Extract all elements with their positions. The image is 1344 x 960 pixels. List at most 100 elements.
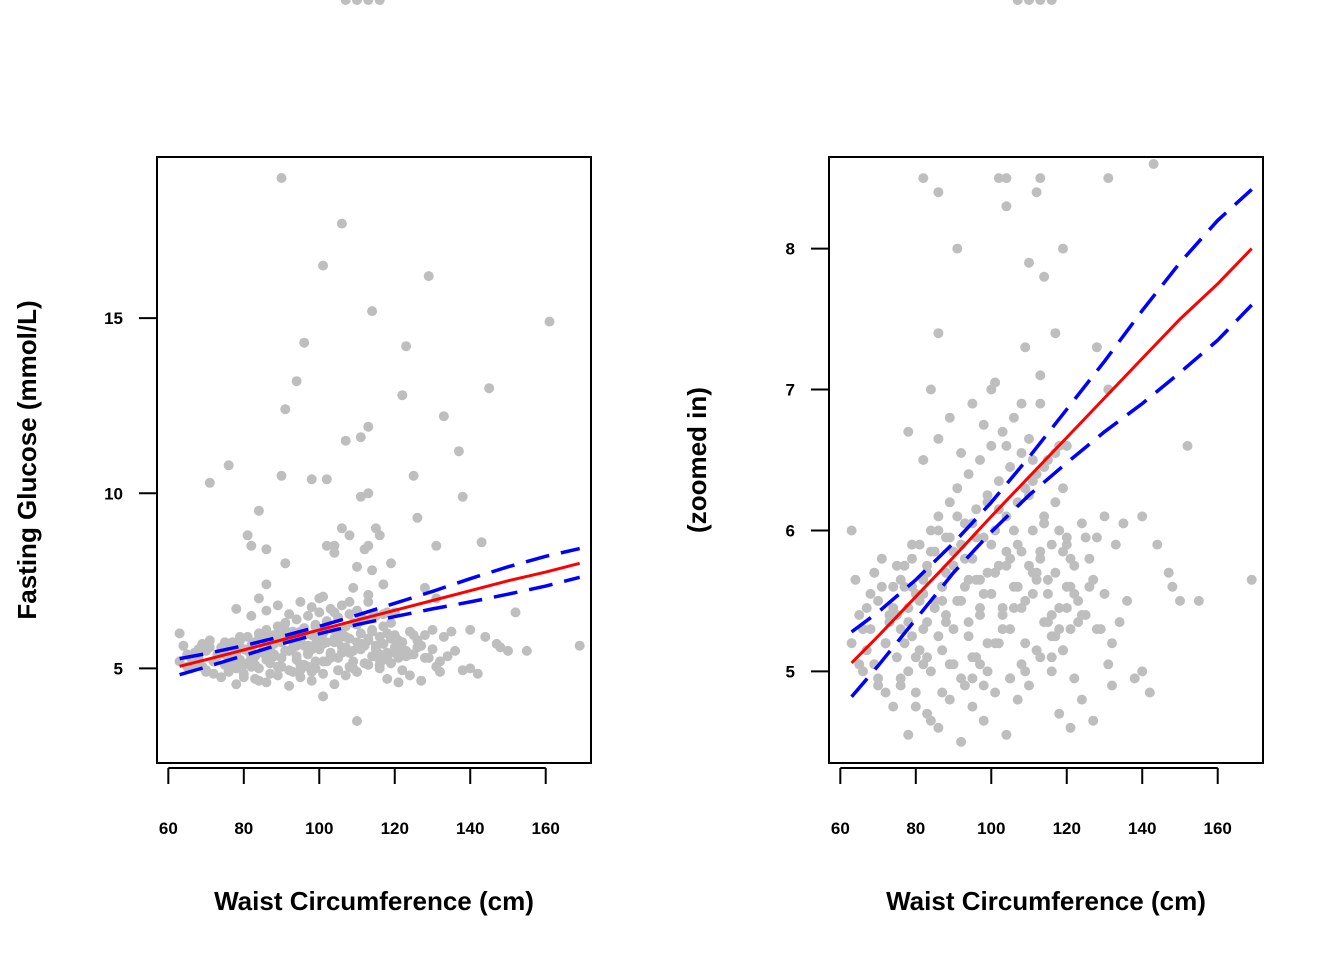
data-point (1001, 201, 1012, 212)
data-point (453, 446, 464, 457)
data-point (880, 638, 891, 649)
data-point (401, 651, 412, 662)
data-point (250, 673, 261, 684)
data-point (975, 574, 985, 585)
data-point (174, 628, 185, 639)
data-point (982, 666, 993, 677)
data-point (280, 624, 291, 635)
data-point (956, 448, 967, 458)
data-point (363, 0, 374, 5)
data-point (1054, 708, 1065, 719)
y-tick-label: 15 (104, 309, 123, 328)
data-point (963, 631, 974, 642)
data-point (280, 617, 291, 628)
data-point (918, 455, 929, 465)
data-point (956, 736, 967, 747)
data-point (370, 644, 381, 655)
data-point (291, 614, 302, 625)
data-point (314, 607, 325, 618)
data-point (344, 661, 355, 672)
data-point (1167, 581, 1178, 592)
data-point (952, 595, 963, 606)
data-point (367, 306, 378, 317)
left-panel: 60 80 100 120 140 160 5 10 15 Waist Circumferen… (12, 0, 592, 916)
data-point (1103, 659, 1114, 670)
right-y-axis: 5 6 7 8 (786, 240, 830, 681)
data-point (1001, 173, 1012, 184)
data-point (1024, 433, 1034, 444)
data-point (925, 666, 936, 677)
data-point (907, 553, 917, 564)
data-point (408, 649, 419, 660)
data-point (918, 624, 929, 635)
data-point (1054, 525, 1065, 536)
y-tick-label: 10 (104, 484, 123, 503)
data-point (944, 532, 955, 543)
data-point (340, 435, 351, 446)
data-point (303, 610, 313, 621)
data-point (299, 337, 310, 348)
data-point (971, 504, 982, 515)
data-point (265, 668, 276, 679)
data-point (1080, 532, 1091, 543)
data-point (865, 624, 876, 635)
data-point (344, 596, 355, 607)
data-point (253, 663, 264, 674)
data-point (1050, 631, 1061, 642)
data-point (861, 645, 872, 656)
data-point (1046, 539, 1057, 550)
x-tick-label: 140 (456, 819, 484, 838)
data-point (963, 617, 974, 628)
data-point (1035, 546, 1046, 557)
data-point (246, 540, 257, 551)
data-point (944, 694, 955, 705)
data-point (284, 609, 295, 620)
data-point (1061, 603, 1072, 613)
data-point (1088, 715, 1099, 726)
data-point (1046, 652, 1057, 663)
data-point (291, 640, 302, 651)
data-point (280, 558, 291, 569)
data-point (1050, 328, 1061, 339)
data-point (1035, 370, 1046, 381)
data-point (431, 540, 442, 551)
data-point (1107, 638, 1117, 649)
data-point (993, 476, 1004, 487)
data-point (1050, 497, 1061, 508)
x-tick-label: 80 (906, 819, 925, 838)
x-tick-label: 160 (532, 819, 560, 838)
data-point (465, 624, 476, 635)
data-point (261, 544, 272, 555)
data-point (374, 0, 385, 5)
data-point (291, 376, 302, 387)
data-point (1027, 455, 1038, 465)
data-point (1103, 173, 1114, 184)
x-tick-label: 100 (977, 819, 1005, 838)
data-point (888, 581, 899, 592)
data-point (1175, 595, 1185, 606)
data-point (1122, 595, 1133, 606)
data-point (952, 243, 963, 254)
data-point (1163, 567, 1174, 578)
data-point (1042, 588, 1053, 599)
data-point (933, 511, 944, 522)
data-point (884, 610, 895, 620)
data-point (363, 488, 374, 499)
data-point (959, 680, 970, 691)
data-point (352, 716, 362, 726)
data-point (355, 628, 366, 639)
data-point (982, 638, 993, 649)
data-point (574, 640, 585, 651)
data-point (986, 588, 997, 599)
data-point (374, 530, 385, 541)
data-point (272, 670, 283, 681)
data-point (310, 656, 321, 667)
data-point (435, 656, 445, 667)
data-point (438, 631, 449, 642)
data-point (386, 558, 396, 569)
data-point (1001, 729, 1012, 740)
data-point (937, 687, 948, 698)
data-point (1246, 574, 1257, 585)
data-point (1016, 659, 1027, 670)
data-point (978, 419, 989, 430)
